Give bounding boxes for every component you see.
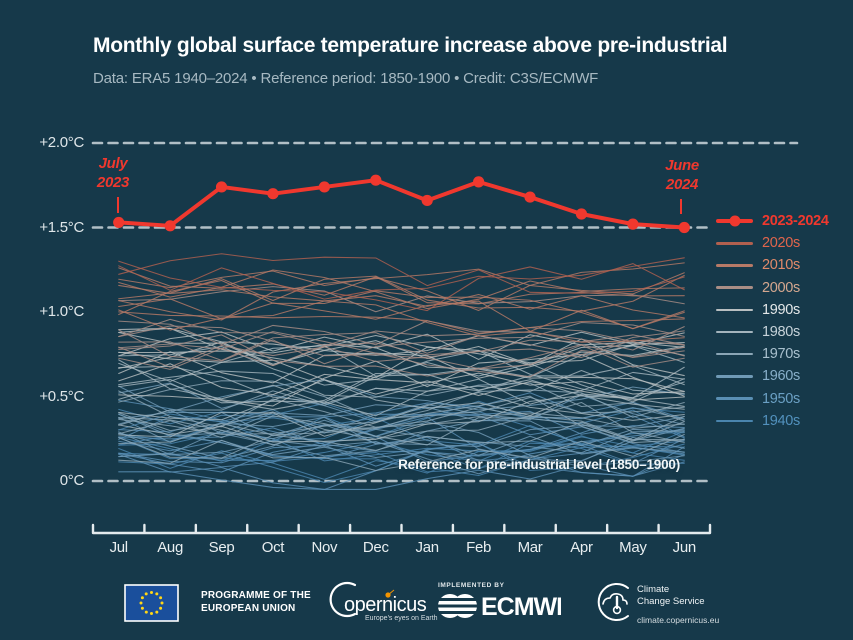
legend-marker-dot — [729, 215, 740, 227]
x-tick-label-feb: Feb — [466, 539, 492, 556]
copernicus-logo: opernicus — [329, 581, 427, 618]
legend-swatch-1980s — [716, 330, 753, 334]
annotation-june-2024-line2: 2024 — [665, 176, 699, 193]
legend-label-1980s: 1980s — [762, 324, 801, 341]
x-tick-label-apr: Apr — [570, 539, 593, 556]
legend-label-2000s: 2000s — [762, 279, 801, 296]
legend-item-1960s: 1960s — [716, 365, 829, 387]
legend-swatch-2000s — [716, 286, 753, 289]
legend-label-2010s: 2010s — [762, 257, 801, 274]
x-tick-label-mar: Mar — [517, 539, 543, 556]
annotation-july-2023: July 2023 — [81, 154, 145, 192]
legend-item-1950s: 1950s — [716, 388, 829, 410]
svg-text:opernicus: opernicus — [344, 594, 427, 616]
legend-label-1970s: 1970s — [762, 346, 801, 363]
legend-swatch-2010s — [716, 264, 753, 267]
legend-item-1980s: 1980s — [716, 321, 829, 343]
c3s-label-line2: Change Service — [637, 596, 705, 607]
c3s-url: climate.copernicus.eu — [637, 615, 720, 625]
legend-item-1990s: 1990s — [716, 299, 829, 321]
footer-logo-strip: PROGRAMME OF THE EUROPEAN UNION opernicu… — [0, 576, 853, 640]
legend-item-2020s: 2020s — [716, 232, 829, 254]
y-tick-label-4: 0°C — [59, 472, 85, 489]
legend-label-1990s: 1990s — [762, 301, 801, 318]
y-tick-label-1: +1.5°C — [39, 218, 84, 236]
page-title: Monthly global surface temperature incre… — [93, 34, 728, 57]
x-tick-label-jul: Jul — [109, 539, 129, 556]
page-subtitle: Data: ERA5 1940–2024 • Reference period:… — [93, 70, 599, 87]
chart-legend: 2023-2024 2020s 2010s 2000s 1990s 1980s 1970s 1… — [716, 210, 829, 432]
legend-item-1970s: 1970s — [716, 343, 829, 365]
ecmwf-logo: ECMWF — [436, 593, 561, 621]
annotation-july-2023-line2: 2023 — [96, 174, 130, 191]
legend-swatch-2020s — [716, 242, 753, 245]
legend-swatch-1960s — [716, 375, 753, 378]
legend-item-2010s: 2010s — [716, 254, 829, 276]
eu-programme-line2: EUROPEAN UNION — [201, 603, 296, 614]
legend-label-1950s: 1950s — [762, 390, 801, 407]
annotation-june-2024: June 2024 — [650, 156, 714, 194]
annotation-july-2023-tick — [117, 197, 119, 213]
preindustrial-reference-label: Reference for pre-industrial level (1850… — [398, 457, 680, 472]
legend-label-2023-2024: 2023-2024 — [762, 213, 829, 230]
x-tick-label-dec: Dec — [362, 539, 389, 556]
x-tick-label-aug: Aug — [157, 539, 183, 556]
svg-text:ECMWF: ECMWF — [481, 593, 561, 621]
x-tick-label-sep: Sep — [208, 539, 235, 556]
eu-programme-line1: PROGRAMME OF THE — [201, 590, 311, 601]
x-tick-label-nov: Nov — [311, 539, 338, 556]
legend-item-2000s: 2000s — [716, 277, 829, 299]
c3s-label-line1: Climate — [637, 584, 670, 595]
annotation-june-2024-line1: June — [665, 157, 699, 174]
legend-label-2020s: 2020s — [762, 235, 801, 252]
x-tick-label-jan: Jan — [415, 539, 440, 556]
y-tick-label-3: +0.5°C — [39, 387, 84, 405]
legend-swatch-1970s — [716, 352, 753, 356]
c3s-label: Climate Change Service — [637, 584, 705, 608]
legend-label-1960s: 1960s — [762, 368, 801, 385]
legend-item-2023-2024: 2023-2024 — [716, 210, 829, 232]
x-tick-label-oct: Oct — [261, 539, 285, 556]
ecmwf-implemented-by-label: IMPLEMENTED BY — [438, 582, 505, 589]
legend-item-1940s: 1940s — [716, 410, 829, 432]
legend-swatch-1950s — [716, 397, 753, 400]
legend-label-1940s: 1940s — [762, 412, 801, 429]
eu-programme-label: PROGRAMME OF THE EUROPEAN UNION — [201, 589, 311, 615]
x-tick-label-may: May — [619, 539, 647, 556]
climate-change-service-logo — [597, 583, 629, 621]
legend-swatch-2023-2024 — [716, 215, 753, 227]
copernicus-tagline: Europe's eyes on Earth — [365, 615, 438, 622]
y-tick-label-0: +2.0°C — [39, 134, 84, 151]
x-tick-label-jun: Jun — [672, 539, 697, 556]
annotation-july-2023-line1: July — [98, 155, 128, 172]
eu-flag-logo — [124, 584, 179, 622]
y-tick-label-2: +1.0°C — [39, 303, 84, 320]
legend-swatch-1940s — [716, 419, 753, 423]
annotation-june-2024-tick — [680, 199, 682, 214]
legend-swatch-1990s — [716, 308, 753, 312]
